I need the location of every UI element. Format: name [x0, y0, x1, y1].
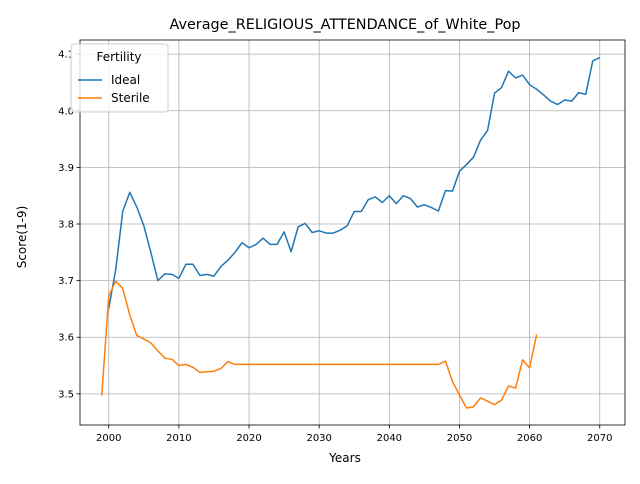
x-tick-label: 2020 — [236, 433, 261, 444]
legend-title: Fertility — [96, 50, 141, 64]
x-tick-label: 2060 — [517, 433, 542, 444]
x-tick-label: 2040 — [377, 433, 402, 444]
legend-box — [70, 43, 169, 113]
x-axis-ticks: 2000 2010 2020 2030 2040 2050 2060 2070 — [96, 425, 612, 444]
legend-items: Ideal Sterile — [78, 73, 150, 105]
chart-title: Average_RELIGIOUS_ATTENDANCE_of_White_Po… — [169, 17, 520, 33]
y-tick-label: 4.0 — [58, 106, 74, 117]
legend-label-ideal: Ideal — [111, 73, 140, 87]
y-tick-label: 3.7 — [58, 276, 74, 287]
x-tick-label: 2000 — [96, 433, 121, 444]
x-tick-label: 2030 — [306, 433, 331, 444]
legend: Fertility Ideal Sterile — [70, 43, 169, 113]
y-tick-label: 4.1 — [58, 50, 74, 61]
legend-label-sterile: Sterile — [111, 91, 150, 105]
x-tick-label: 2070 — [587, 433, 612, 444]
series-line-sterile — [100, 280, 538, 409]
y-tick-label: 3.9 — [58, 163, 74, 174]
y-tick-label: 3.8 — [58, 220, 74, 231]
x-tick-label: 2010 — [166, 433, 191, 444]
y-tick-label: 3.5 — [58, 389, 74, 400]
x-axis-label: Years — [328, 451, 361, 465]
plot-frame — [79, 39, 626, 426]
x-tick-label: 2050 — [447, 433, 472, 444]
series-line-ideal — [108, 56, 601, 309]
y-axis-label: Score(1-9) — [15, 206, 29, 269]
y-tick-label: 3.6 — [58, 333, 74, 344]
grid — [80, 40, 625, 425]
series-lines — [100, 56, 601, 409]
y-axis-ticks: 3.5 3.6 3.7 3.8 3.9 4.0 4.1 — [58, 50, 80, 400]
